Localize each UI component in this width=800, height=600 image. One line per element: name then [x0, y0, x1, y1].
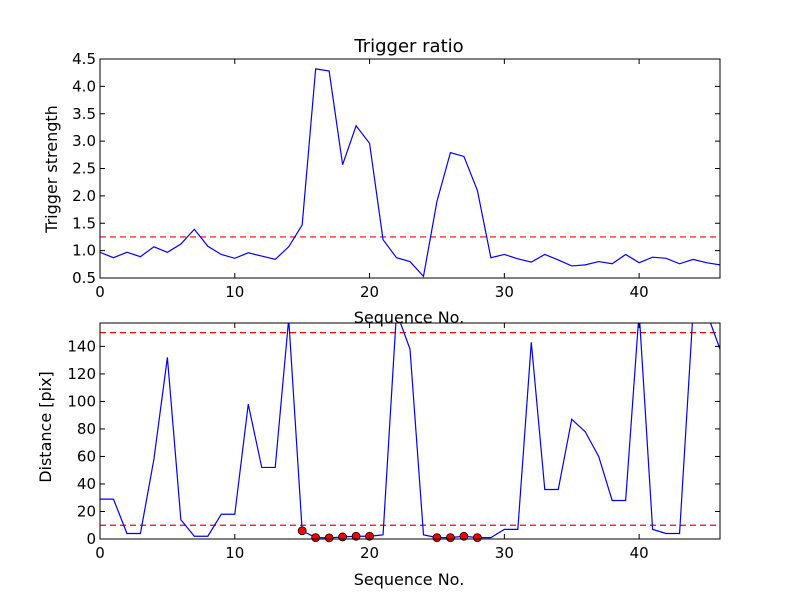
y-tick-label: 1.0 [72, 242, 96, 260]
x-tick-label: 20 [360, 283, 379, 301]
x-tick-label: 0 [95, 283, 105, 301]
x-tick-label: 40 [630, 544, 649, 562]
x-tick-label: 30 [495, 544, 514, 562]
y-tick-label: 2.5 [72, 160, 96, 178]
axis-ticks: 0 10 20 30 40 0 20 40 60 80 100 120 140 [67, 323, 720, 562]
plot-area [100, 323, 720, 543]
x-axis-label: Sequence No. [354, 308, 465, 327]
data-point-marker [351, 531, 361, 541]
x-tick-label: 30 [495, 283, 514, 301]
data-point-marker [459, 531, 469, 541]
x-tick-label: 0 [95, 544, 105, 562]
trigger-ratio-chart: Trigger ratio 0 10 20 30 40 0.5 1.0 1.5 2.0 2.5 3.… [42, 36, 721, 327]
data-point-marker [324, 533, 334, 543]
y-tick-label: 4.5 [72, 50, 96, 68]
y-tick-label: 1.5 [72, 214, 96, 232]
y-tick-label: 40 [77, 475, 96, 493]
y-tick-label: 3.5 [72, 105, 96, 123]
x-tick-label: 40 [630, 283, 649, 301]
plot-area [100, 68, 720, 278]
y-tick-label: 60 [77, 447, 96, 465]
x-axis-label: Sequence No. [354, 570, 465, 589]
data-point-marker [446, 533, 455, 543]
y-tick-label: 0.5 [72, 269, 96, 287]
y-tick-label: 20 [77, 502, 96, 520]
data-point-marker [297, 526, 307, 536]
data-point-marker [338, 532, 348, 542]
chart-title: Trigger ratio [353, 36, 463, 57]
y-tick-label: 100 [67, 392, 96, 410]
axes-frame [99, 58, 721, 279]
data-point-marker [432, 533, 442, 543]
distance-chart: 0 10 20 30 40 0 20 40 60 80 100 120 140 Sequence No.… [36, 322, 721, 589]
data-point-marker [311, 533, 321, 543]
axis-ticks: 0 10 20 30 40 0.5 1.0 1.5 2.0 2.5 3.0 3.5 4.0 4.5 [72, 50, 720, 301]
y-axis-label: Trigger strength [42, 105, 61, 234]
x-tick-label: 10 [225, 283, 244, 301]
y-tick-label: 0 [86, 530, 96, 548]
y-tick-label: 120 [67, 365, 96, 383]
y-tick-label: 80 [77, 420, 96, 438]
data-series-line [100, 323, 720, 539]
y-tick-label: 2.0 [72, 187, 96, 205]
data-series-line [100, 68, 720, 278]
y-tick-label: 4.0 [72, 77, 96, 95]
y-tick-label: 3.0 [72, 132, 96, 150]
x-tick-label: 20 [360, 544, 379, 562]
y-axis-label: Distance [pix] [36, 371, 55, 483]
x-tick-label: 10 [225, 544, 244, 562]
data-point-marker [472, 533, 482, 543]
y-tick-label: 140 [67, 337, 96, 355]
axes-frame [99, 322, 721, 540]
